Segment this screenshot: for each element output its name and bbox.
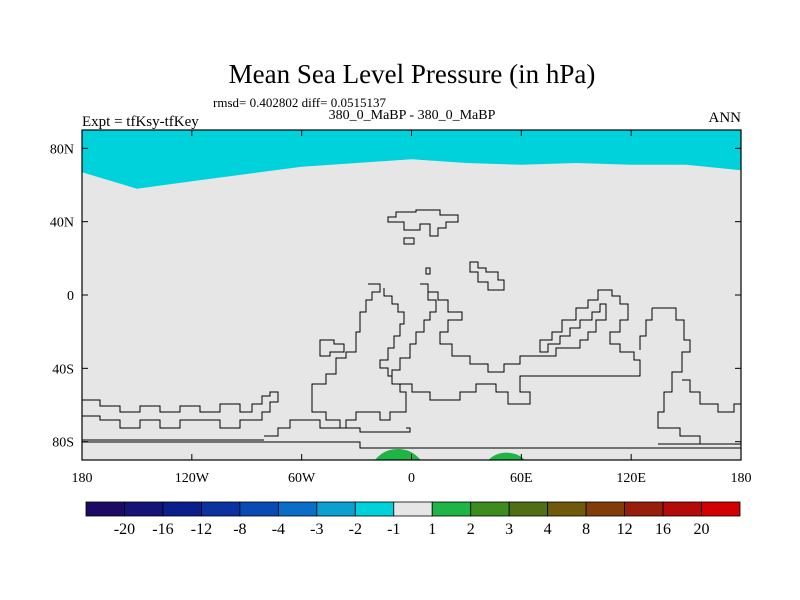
colorbar-label: -4	[272, 521, 285, 538]
colorbar-swatch	[547, 501, 587, 517]
x-tick-label: 120W	[175, 471, 210, 486]
colorbar-label: -1	[387, 521, 400, 538]
colorbar-swatch	[431, 501, 472, 517]
y-tick-label: 40N	[50, 216, 74, 231]
stats-label: rmsd= 0.402802 diff= 0.0515137	[213, 95, 386, 110]
colorbar-label: 12	[617, 521, 633, 538]
y-tick-label: 40S	[52, 362, 74, 377]
colorbar-swatch	[624, 501, 664, 517]
coastlines	[82, 209, 741, 449]
colorbar-swatch	[701, 501, 741, 517]
colorbar-label: 20	[694, 521, 710, 538]
colorbar-label: -8	[233, 521, 246, 538]
map-panel	[81, 129, 742, 461]
x-tick-label: 180	[72, 471, 93, 486]
coastline-east-block	[469, 261, 505, 291]
season-label: ANN	[709, 110, 742, 126]
x-tick-label: 180	[731, 471, 752, 486]
colorbar-swatch	[277, 501, 318, 517]
colorbar-swatch	[239, 501, 279, 517]
colorbar-label: -16	[152, 521, 173, 538]
experiment-label: Expt = tfKsy-tfKey	[82, 114, 199, 130]
colorbar-swatch	[162, 501, 202, 517]
coastline-central-west	[311, 283, 407, 429]
map-background	[82, 130, 741, 460]
region-antarctic-positive-2	[488, 452, 525, 460]
colorbar-swatch	[585, 501, 625, 517]
coastline-antarctica	[82, 439, 741, 449]
colorbar-label: -3	[310, 521, 323, 538]
coastline-pacific-east	[639, 307, 741, 445]
colorbar-swatch	[662, 501, 702, 517]
colorbar-swatch	[393, 501, 433, 517]
colorbar-swatch	[124, 501, 164, 517]
colorbar-label: -12	[191, 521, 212, 538]
region-antarctic-positive-1	[374, 449, 421, 460]
colorbar-label: 3	[505, 521, 513, 538]
colorbar-swatch	[354, 501, 395, 517]
colorbar-label: 16	[655, 521, 671, 538]
coastline-south-pacific	[82, 391, 279, 429]
colorbar-swatch	[316, 501, 356, 517]
chart-title: Mean Sea Level Pressure (in hPa)	[229, 59, 596, 89]
colorbar-label: 2	[467, 521, 475, 538]
x-tick-label: 60W	[288, 471, 316, 486]
colorbar-swatch	[201, 501, 241, 517]
colorbar: -20 -16 -12 -8 -4 -3 -2 -1 1 2 3 4 8 12 16 20	[85, 501, 741, 538]
region-arctic-negative	[82, 130, 741, 189]
coastline-central-east	[391, 283, 641, 405]
x-tick-label: 120E	[616, 471, 646, 486]
colorbar-label: -20	[114, 521, 135, 538]
colorbar-label: -2	[349, 521, 362, 538]
coastline-west-bay	[319, 339, 345, 357]
y-tick-label: 0	[67, 289, 74, 304]
filled-regions	[82, 130, 741, 460]
axes: 180 120W 60W 0 60E 120E 180 80N 40N 0 40S 80S	[50, 130, 752, 486]
coastline-small-bit	[425, 267, 431, 275]
coastline-small-island	[403, 237, 415, 245]
colorbar-label: 8	[582, 521, 590, 538]
coastline-north-asia	[387, 209, 459, 237]
colorbar-swatch	[470, 501, 510, 517]
x-tick-label: 0	[408, 471, 415, 486]
y-tick-label: 80S	[52, 436, 74, 451]
colorbar-swatch	[508, 501, 549, 517]
y-tick-label: 80N	[50, 142, 74, 157]
colorbar-label: 4	[544, 521, 552, 538]
coastline-antarctic-ridge	[264, 419, 411, 437]
colorbar-label: 1	[428, 521, 436, 538]
chart-subtitle: 380_0_MaBP - 380_0_MaBP	[329, 108, 496, 123]
colorbar-swatch	[85, 501, 125, 517]
x-tick-label: 60E	[510, 471, 533, 486]
